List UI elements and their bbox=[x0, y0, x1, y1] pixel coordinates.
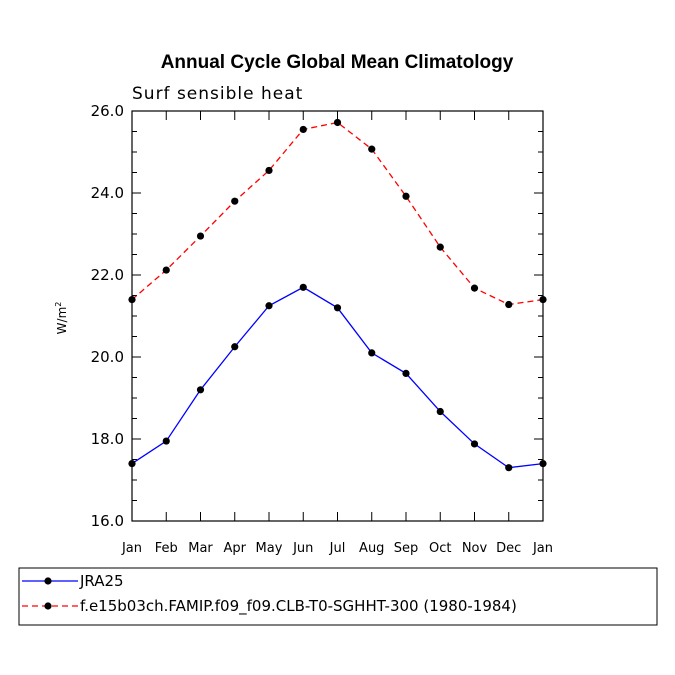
y-tick-label: 26.0 bbox=[91, 102, 124, 120]
x-tick-label: Jul bbox=[329, 541, 346, 556]
x-tick-label: May bbox=[256, 541, 283, 556]
legend: JRA25 f.e15b03ch.FAMIP.f09_f09.CLB-T0-SGH… bbox=[22, 572, 517, 616]
data-point bbox=[539, 460, 547, 468]
data-point bbox=[368, 349, 376, 357]
data-point bbox=[436, 243, 444, 251]
data-point bbox=[231, 343, 239, 351]
data-point bbox=[162, 266, 170, 274]
data-point bbox=[265, 302, 273, 310]
data-point bbox=[265, 166, 273, 175]
data-point bbox=[505, 464, 513, 472]
y-axis-label-base: W/m bbox=[55, 307, 69, 335]
plot-frame bbox=[131, 110, 544, 522]
x-tick-label: Aug bbox=[359, 541, 384, 556]
data-point bbox=[505, 300, 513, 309]
legend-label-2: f.e15b03ch.FAMIP.f09_f09.CLB-T0-SGHHT-30… bbox=[80, 597, 517, 616]
series-line-2 bbox=[131, 121, 544, 306]
x-tick-label: Dec bbox=[496, 541, 521, 556]
x-tick-label: Jun bbox=[292, 541, 313, 556]
legend-label-1: JRA25 bbox=[79, 572, 124, 590]
y-tick-label: 18.0 bbox=[91, 430, 124, 448]
data-point bbox=[470, 284, 479, 292]
y-tick-label: 22.0 bbox=[91, 266, 124, 284]
data-point bbox=[162, 437, 170, 445]
y-tick-label: 16.0 bbox=[91, 512, 124, 530]
y-tick-label: 24.0 bbox=[91, 184, 124, 202]
y-tick-label: 20.0 bbox=[91, 348, 124, 366]
legend-marker-1 bbox=[44, 577, 52, 585]
data-point bbox=[470, 440, 479, 448]
data-point bbox=[368, 145, 376, 153]
data-point bbox=[402, 369, 410, 377]
x-tick-label: Jan bbox=[532, 541, 553, 556]
x-tick-label: Mar bbox=[188, 541, 213, 556]
chart-title: Annual Cycle Global Mean Climatology bbox=[161, 52, 514, 73]
legend-box bbox=[18, 567, 658, 626]
data-point bbox=[333, 304, 342, 312]
chart-subtitle: Surf sensible heat bbox=[132, 84, 303, 104]
x-tick-label: Nov bbox=[462, 541, 488, 556]
data-point bbox=[539, 296, 547, 304]
y-axis-label: W/m2 bbox=[54, 302, 69, 335]
x-tick-label: Sep bbox=[394, 541, 419, 556]
x-tick-label: Jan bbox=[121, 541, 142, 556]
y-axis-label-sup: 2 bbox=[54, 302, 63, 307]
x-tick-label: Apr bbox=[224, 541, 247, 556]
data-point bbox=[196, 232, 205, 240]
data-point bbox=[196, 386, 205, 394]
x-tick-label: Oct bbox=[429, 541, 451, 556]
data-point bbox=[402, 192, 410, 200]
data-point bbox=[436, 407, 444, 416]
data-point bbox=[128, 296, 136, 304]
plot-area: 16.0 18.0 20.0 22.0 24.0 26.0 Jan Feb Mar Apr May J… bbox=[91, 102, 553, 556]
legend-marker-2 bbox=[44, 602, 52, 610]
data-point bbox=[333, 118, 342, 127]
data-point bbox=[128, 460, 136, 468]
data-point bbox=[299, 125, 307, 134]
data-point bbox=[299, 283, 307, 291]
x-tick-label: Feb bbox=[155, 541, 178, 556]
series-line-1 bbox=[131, 286, 544, 469]
data-point bbox=[231, 197, 239, 205]
